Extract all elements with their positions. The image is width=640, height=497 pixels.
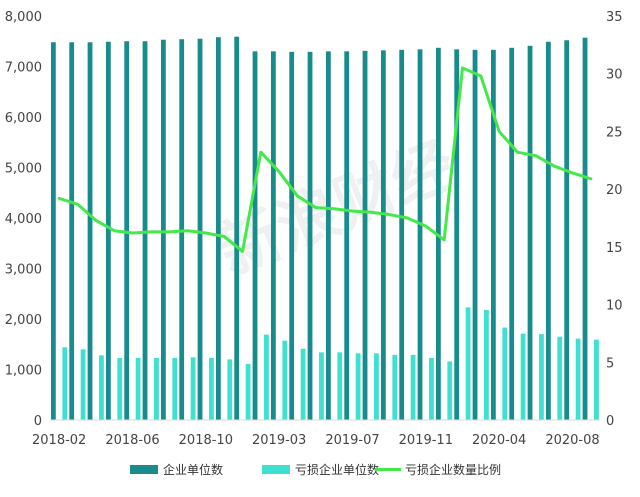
bar-loss-enterprises xyxy=(355,353,361,420)
bar-enterprises xyxy=(124,41,130,420)
y-left-tick-label: 1,000 xyxy=(5,364,42,379)
bar-loss-enterprises xyxy=(374,353,379,420)
bar-loss-enterprises xyxy=(190,357,196,420)
bar-loss-enterprises xyxy=(135,357,141,420)
bar-loss-enterprises xyxy=(80,349,86,420)
bar-loss-enterprises xyxy=(300,348,306,420)
bar-loss-enterprises xyxy=(282,340,288,420)
bar-loss-enterprises xyxy=(172,357,178,420)
line-loss-ratio xyxy=(57,66,593,253)
bar-loss-enterprises xyxy=(99,355,104,420)
y-left-tick-label: 8,000 xyxy=(5,10,42,25)
bar-enterprises xyxy=(160,39,166,421)
bar-loss-enterprises xyxy=(117,357,123,420)
bar-enterprises xyxy=(325,51,331,420)
y-right-tick-label: 35 xyxy=(606,10,623,25)
bar-loss-enterprises xyxy=(539,334,544,420)
bar-enterprises xyxy=(270,51,276,420)
x-tick-label: 2018-02 xyxy=(32,433,86,448)
y-right-tick-label: 15 xyxy=(606,241,623,256)
bar-loss-enterprises xyxy=(337,352,343,420)
bar-loss-enterprises xyxy=(429,357,434,420)
bar-loss-enterprises xyxy=(319,352,324,420)
legend-swatch xyxy=(130,465,158,474)
bar-enterprises xyxy=(69,42,75,420)
y-left-tick-label: 3,000 xyxy=(5,263,42,278)
bar-enterprises xyxy=(215,37,221,421)
bar-enterprises xyxy=(142,41,148,420)
bar-loss-enterprises xyxy=(410,354,416,420)
y-left-tick-label: 4,000 xyxy=(5,212,42,227)
bar-enterprises xyxy=(50,42,56,420)
bar-loss-enterprises xyxy=(62,347,68,420)
bar-loss-enterprises xyxy=(502,327,508,420)
y-left-tick-label: 6,000 xyxy=(5,111,42,126)
bar-enterprises xyxy=(545,41,551,420)
bar-loss-enterprises xyxy=(264,334,269,420)
axes-layer: 0 1,000 2,000 3,000 4,000 5,000 6,000 7,000 8,00… xyxy=(5,10,623,448)
bar-enterprises xyxy=(417,49,423,420)
bar-enterprises xyxy=(380,50,386,421)
bar-enterprises xyxy=(87,42,93,420)
y-right-tick-label: 30 xyxy=(606,68,623,83)
y-left-tick-label: 7,000 xyxy=(5,61,42,76)
bar-enterprises xyxy=(344,51,350,420)
bar-loss-enterprises xyxy=(245,363,251,420)
x-tick-label: 2020-04 xyxy=(472,433,526,448)
bar-loss-enterprises xyxy=(227,359,233,420)
bar-enterprises xyxy=(289,51,295,421)
bar-enterprises xyxy=(399,49,405,420)
x-tick-label: 2019-11 xyxy=(399,433,453,448)
bar-enterprises xyxy=(564,40,570,421)
bar-enterprises xyxy=(527,45,533,421)
y-right-tick-label: 10 xyxy=(606,299,623,314)
bar-enterprises xyxy=(454,49,460,420)
x-tick-label: 2019-07 xyxy=(325,433,379,448)
bar-enterprises xyxy=(509,47,515,421)
bar-loss-enterprises xyxy=(392,354,398,420)
x-tick-label: 2019-03 xyxy=(252,433,306,448)
legend-label: 亏损企业单位数 xyxy=(295,462,379,477)
bars-layer xyxy=(50,36,599,421)
bar-loss-enterprises xyxy=(154,357,159,420)
bar-loss-enterprises xyxy=(447,361,453,420)
y-right-tick-label: 0 xyxy=(606,414,614,429)
bar-enterprises xyxy=(234,36,240,420)
y-right-tick-label: 20 xyxy=(606,183,623,198)
bar-enterprises xyxy=(105,41,111,420)
legend: 企业单位数 亏损企业单位数 亏损企业数量比例 xyxy=(130,462,501,477)
x-tick-label: 2018-10 xyxy=(179,433,233,448)
bar-enterprises xyxy=(362,50,368,420)
x-tick-label: 2020-08 xyxy=(545,433,599,448)
x-tick-label: 2018-06 xyxy=(105,433,159,448)
y-right-tick-label: 25 xyxy=(606,125,623,140)
legend-label: 企业单位数 xyxy=(163,462,223,477)
y-right-tick-label: 5 xyxy=(606,356,614,371)
y-left-tick-label: 0 xyxy=(34,414,42,429)
legend-label: 亏损企业数量比例 xyxy=(405,462,501,477)
bar-loss-enterprises xyxy=(520,333,526,420)
bar-loss-enterprises xyxy=(594,339,599,420)
bar-enterprises xyxy=(472,49,478,420)
bar-enterprises xyxy=(582,37,588,421)
bar-loss-enterprises xyxy=(209,357,214,420)
bar-enterprises xyxy=(490,49,496,420)
bar-loss-enterprises xyxy=(465,307,471,420)
bar-loss-enterprises xyxy=(557,336,563,420)
y-left-tick-label: 5,000 xyxy=(5,162,42,177)
y-left-tick-label: 2,000 xyxy=(5,313,42,328)
bar-enterprises xyxy=(252,51,258,420)
bar-loss-enterprises xyxy=(484,309,489,420)
line-layer xyxy=(57,66,593,253)
bar-loss-enterprises xyxy=(575,338,581,420)
bar-enterprises xyxy=(307,51,313,421)
legend-swatch xyxy=(262,465,290,474)
bar-enterprises xyxy=(197,38,203,420)
